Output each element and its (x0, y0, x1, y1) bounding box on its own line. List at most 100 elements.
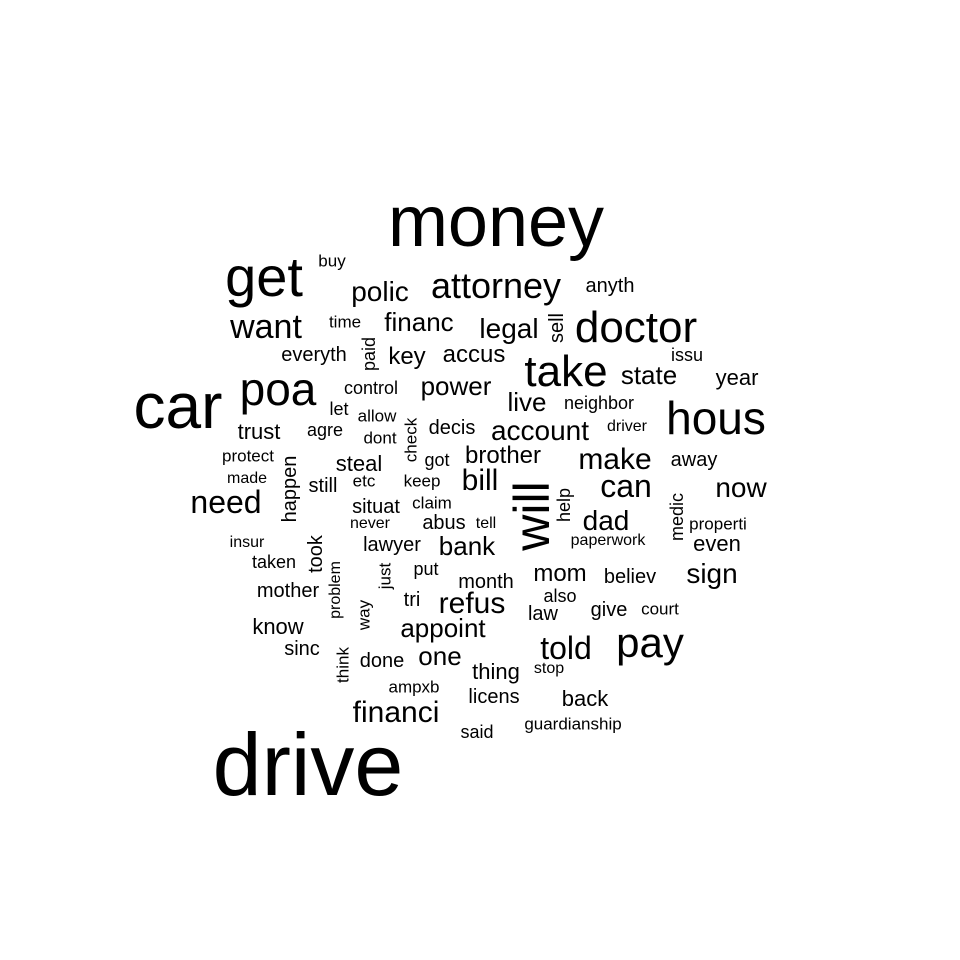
word-anyth: anyth (585, 275, 635, 297)
word-told: told (540, 630, 592, 666)
word-doctor: doctor (574, 303, 698, 352)
word-made: made (226, 470, 268, 487)
word-also: also (543, 586, 577, 606)
word-pay: pay (616, 619, 684, 666)
word-take: take (524, 347, 608, 396)
word-thing: thing (472, 659, 520, 684)
word-need: need (190, 484, 262, 520)
word-key: key (388, 343, 426, 370)
word-put: put (413, 559, 439, 579)
word-steal: steal (335, 451, 383, 476)
word-account: account (490, 415, 590, 446)
word-year: year (715, 365, 759, 390)
word-sign: sign (686, 558, 738, 589)
word-accus: accus (442, 341, 506, 368)
word-everyth: everyth (281, 344, 347, 366)
word-medic: medic (667, 492, 687, 542)
word-know: know (252, 614, 304, 639)
word-believ: believ (603, 566, 657, 588)
word-decis: decis (428, 417, 476, 439)
word-situat: situat (352, 496, 400, 518)
word-refus: refus (438, 587, 506, 620)
word-properti: properti (689, 514, 747, 534)
word-sinc: sinc (284, 638, 320, 660)
word-agre: agre (306, 420, 344, 440)
word-tell: tell (475, 515, 497, 532)
word-sell: sell (546, 312, 568, 344)
word-polic: polic (351, 276, 409, 307)
word-mother: mother (256, 580, 320, 602)
word-poa: poa (239, 363, 317, 415)
word-time: time (328, 312, 362, 332)
word-neighbor: neighbor (563, 393, 635, 413)
word-think: think (333, 647, 353, 683)
word-abus: abus (422, 512, 466, 534)
word-let: let (329, 399, 349, 419)
word-allow: allow (357, 406, 397, 426)
word-back: back (561, 686, 609, 711)
word-said: said (460, 722, 494, 742)
word-claim: claim (412, 493, 452, 513)
word-state: state (620, 360, 678, 390)
word-paid: paid (359, 336, 379, 372)
word-buy: buy (318, 251, 346, 271)
word-bill: bill (461, 464, 499, 497)
word-licens: licens (468, 686, 520, 708)
word-got: got (424, 450, 450, 470)
word-never: never (349, 515, 391, 532)
word-stop: stop (533, 660, 565, 677)
word-month: month (458, 571, 514, 593)
word-paperwork: paperwork (570, 532, 646, 549)
word-court: court (641, 599, 679, 619)
word-bank: bank (438, 531, 496, 561)
word-attorney: attorney (430, 265, 562, 306)
word-law: law (527, 603, 559, 625)
word-will: will (504, 481, 560, 551)
word-legal: legal (479, 313, 539, 344)
word-ampxb: ampxb (388, 677, 440, 697)
word-drive: drive (212, 715, 404, 814)
word-appoint: appoint (400, 613, 486, 643)
word-help: help (554, 487, 574, 523)
word-way: way (354, 599, 374, 631)
word-insur: insur (229, 534, 265, 551)
word-guardianship: guardianship (524, 714, 622, 734)
word-want: want (230, 308, 302, 346)
word-problem: problem (327, 561, 344, 619)
word-took: took (305, 535, 327, 573)
word-dad: dad (582, 505, 630, 536)
word-just: just (375, 562, 395, 590)
word-taken: taken (251, 552, 297, 572)
word-financ: financ (384, 307, 454, 337)
word-driver: driver (606, 418, 648, 435)
word-etc: etc (352, 471, 376, 491)
word-can: can (600, 468, 652, 504)
word-away: away (670, 449, 718, 471)
word-get: get (225, 245, 303, 308)
word-keep: keep (403, 471, 441, 491)
word-check: check (401, 417, 421, 463)
word-dont: dont (363, 428, 397, 448)
word-tri: tri (403, 589, 421, 611)
word-lawyer: lawyer (363, 534, 421, 556)
word-control: control (343, 378, 399, 398)
word-power: power (420, 371, 492, 401)
word-one: one (418, 641, 462, 671)
word-brother: brother (464, 442, 542, 469)
word-trust: trust (237, 419, 281, 444)
word-still: still (308, 475, 338, 497)
word-give: give (590, 599, 628, 621)
word-happen: happen (279, 455, 301, 523)
word-hous: hous (666, 392, 766, 444)
word-money: money (387, 182, 605, 262)
word-now: now (715, 472, 767, 503)
word-protect: protect (222, 446, 274, 466)
word-make: make (578, 443, 652, 476)
word-issu: issu (670, 345, 704, 365)
word-car: car (133, 370, 223, 442)
word-done: done (359, 650, 405, 672)
word-financi: financi (352, 696, 440, 729)
word-live: live (507, 387, 547, 417)
word-even: even (693, 531, 741, 556)
